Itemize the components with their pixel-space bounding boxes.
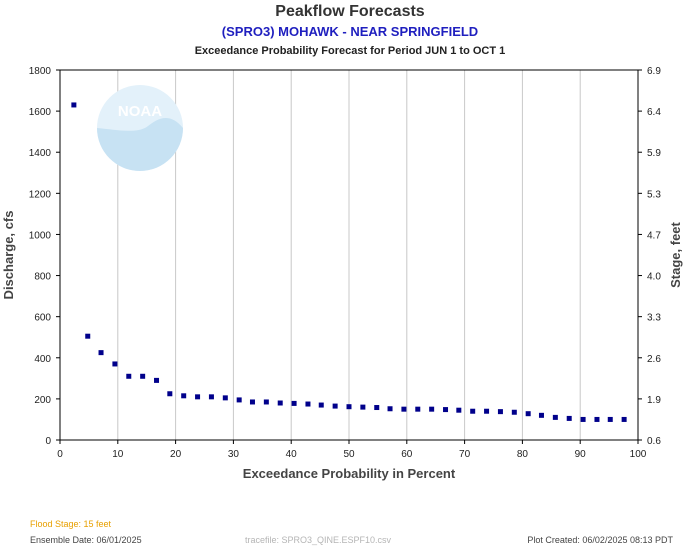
x-tick-label: 90 [575,449,587,460]
y-tick-label: 400 [34,354,51,365]
data-point [511,409,517,415]
data-point [401,406,407,412]
data-point [195,394,201,400]
data-point [85,333,91,339]
ensemble-date: Ensemble Date: 06/01/2025 [30,535,142,545]
data-point [291,400,297,406]
flood-stage-note: Flood Stage: 15 feet [30,519,112,529]
y2-tick-label: 5.3 [647,189,661,200]
x-tick-label: 60 [401,449,413,460]
x-tick-label: 50 [343,449,355,460]
y-tick-label: 1000 [29,230,52,241]
data-point [318,402,324,408]
data-point [607,416,613,422]
data-point [594,416,600,422]
y-axis-label: Discharge, cfs [1,211,16,300]
data-point [98,350,104,356]
data-point [387,406,393,412]
y2-axis-label: Stage, feet [668,221,683,287]
data-point [332,403,338,409]
y2-tick-label: 4.7 [647,230,661,241]
data-point [249,399,255,405]
data-point [552,414,558,420]
data-point [126,373,132,379]
data-point [208,394,214,400]
station-subtitle: (SPRO3) MOHAWK - NEAR SPRINGFIELD [221,24,479,39]
y-tick-label: 1800 [29,66,52,77]
data-point [429,406,435,412]
data-point [538,412,544,418]
y2-tick-label: 1.9 [647,395,661,406]
y-tick-label: 1400 [29,148,52,159]
data-point [71,102,77,108]
x-tick-label: 0 [57,449,63,460]
data-point [346,404,352,410]
y2-tick-label: 6.9 [647,66,661,77]
y-tick-label: 1600 [29,107,52,118]
data-point [140,373,146,379]
axis-ticks: 0 10 20 30 40 50 60 70 80 90 100020040060080010001… [29,66,662,460]
data-point [112,361,118,367]
x-tick-label: 20 [170,449,182,460]
data-point [222,395,228,401]
tracefile-note: tracefile: SPRO3_QINE.ESPF10.csv [245,535,392,545]
data-point [484,408,490,414]
data-point [181,393,187,399]
y-tick-label: 600 [34,313,51,324]
plot-created: Plot Created: 06/02/2025 08:13 PDT [527,535,673,545]
data-point [621,416,627,422]
y-tick-label: 0 [45,436,51,447]
data-point [525,411,531,417]
y-tick-label: 1200 [29,189,52,200]
data-point [566,415,572,421]
y-tick-label: 800 [34,272,51,283]
y-tick-label: 200 [34,395,51,406]
data-point [277,400,283,406]
chart-title: Peakflow Forecasts [275,3,425,20]
data-point [263,399,269,405]
period-caption: Exceedance Probability Forecast for Peri… [194,45,506,57]
data-point [305,401,311,407]
data-point [497,409,503,415]
x-tick-label: 30 [228,449,240,460]
noaa-logo: NOAA [97,85,183,171]
x-tick-label: 80 [517,449,529,460]
data-point [360,404,366,410]
y2-tick-label: 0.6 [647,436,661,447]
logo-text: NOAA [118,103,162,120]
grid-lines [117,70,581,440]
x-tick-label: 10 [112,449,124,460]
y2-tick-label: 6.4 [647,107,661,118]
data-point [580,416,586,422]
data-points [71,102,627,422]
x-tick-label: 100 [630,449,647,460]
x-tick-label: 70 [459,449,471,460]
y2-tick-label: 4.0 [647,272,661,283]
data-point [415,406,421,412]
x-tick-label: 40 [286,449,298,460]
data-point [456,407,462,413]
data-point [374,405,380,411]
y2-tick-label: 2.6 [647,354,661,365]
data-point [167,391,173,397]
data-point [443,407,449,413]
data-point [154,377,160,383]
data-point [470,408,476,414]
x-axis-label: Exceedance Probability in Percent [243,466,456,481]
data-point [236,397,242,403]
y2-tick-label: 3.3 [647,313,661,324]
y2-tick-label: 5.9 [647,148,661,159]
